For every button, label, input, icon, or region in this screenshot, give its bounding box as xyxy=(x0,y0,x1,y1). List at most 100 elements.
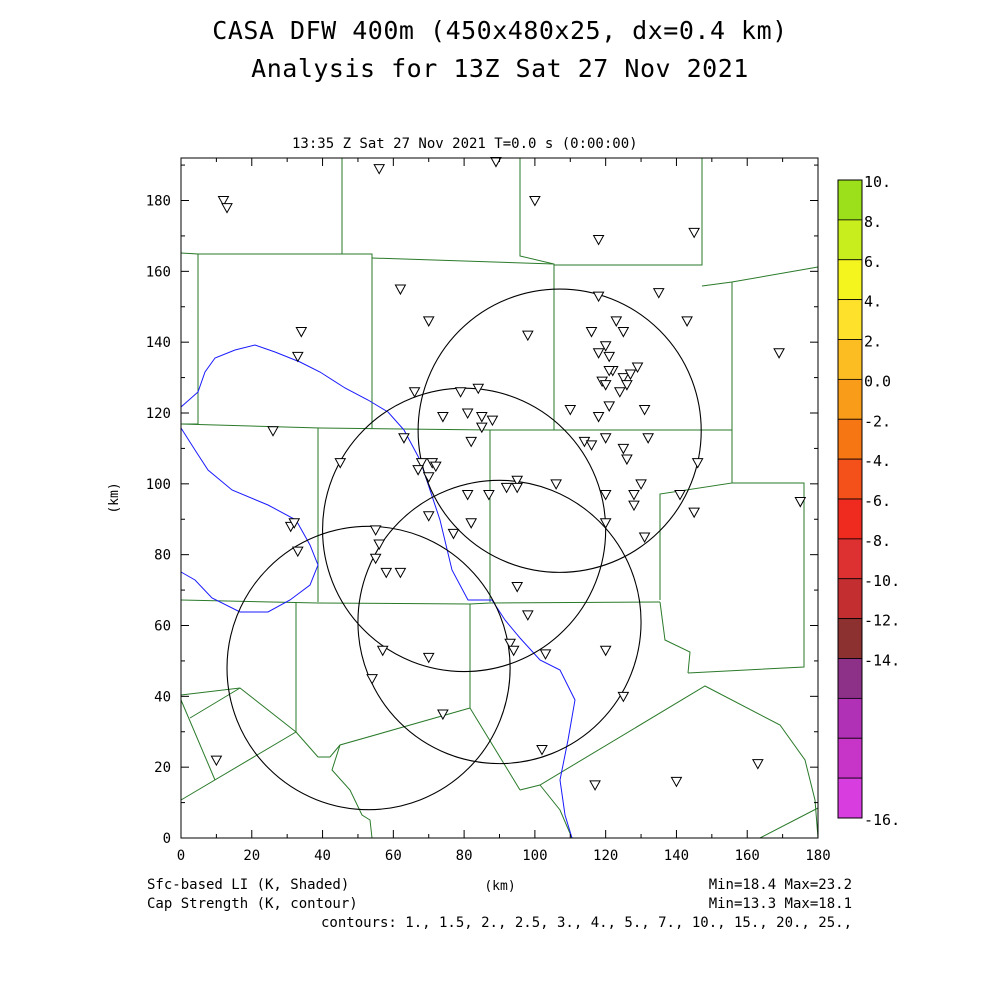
water-features xyxy=(180,344,576,839)
station-marker xyxy=(511,475,524,487)
station-marker xyxy=(751,759,764,770)
y-tick-label: 100 xyxy=(146,477,171,493)
colorbar-swatch xyxy=(837,339,863,380)
colorbar-label: -6. xyxy=(864,492,891,510)
surface-stations xyxy=(210,157,807,791)
county-line xyxy=(180,699,216,781)
colorbar-label: -10. xyxy=(864,572,900,590)
colorbar-label: -14. xyxy=(864,652,900,670)
x-tick-label: 120 xyxy=(593,848,618,864)
station-marker xyxy=(500,482,513,494)
station-marker xyxy=(688,227,700,239)
station-marker xyxy=(621,380,633,391)
radar-range-rings xyxy=(226,288,702,811)
station-marker xyxy=(592,348,605,359)
county-line xyxy=(701,266,819,287)
x-tick-label: 20 xyxy=(243,848,260,864)
station-marker xyxy=(429,461,442,473)
station-marker xyxy=(794,497,807,508)
colorbar-swatch xyxy=(837,458,863,500)
station-marker xyxy=(394,567,407,579)
radar-ring xyxy=(357,479,642,765)
station-marker xyxy=(475,422,488,434)
y-axis-label: (km) xyxy=(107,482,122,513)
station-marker xyxy=(394,284,407,296)
county-line xyxy=(539,784,573,839)
station-marker xyxy=(221,203,233,214)
axes: 0 20 40 60 80 100 120 140 160 180 0 20 40 60 80 100 120 1… xyxy=(146,158,831,864)
station-marker xyxy=(422,316,435,327)
colorbar-swatch xyxy=(837,259,863,301)
chart-subtitle: Analysis for 13Z Sat 27 Nov 2021 xyxy=(251,54,749,83)
station-marker xyxy=(688,507,700,519)
colorbar-swatch xyxy=(837,618,863,659)
station-marker xyxy=(599,518,612,529)
station-marker xyxy=(631,362,644,373)
station-marker xyxy=(210,755,223,767)
station-marker xyxy=(638,532,651,543)
station-marker xyxy=(486,415,499,427)
station-marker xyxy=(539,649,552,660)
colorbar-label: 8. xyxy=(864,213,882,231)
station-marker xyxy=(422,472,435,483)
y-tick-label: 160 xyxy=(146,264,171,280)
y-tick-label: 0 xyxy=(163,831,171,847)
radar-ring xyxy=(417,288,702,573)
station-marker xyxy=(564,404,577,416)
station-marker xyxy=(642,433,654,444)
station-marker xyxy=(592,234,605,246)
station-marker xyxy=(465,436,478,448)
colorbar-label: -16. xyxy=(864,811,900,829)
colorbar-label: -8. xyxy=(864,532,891,550)
station-marker xyxy=(681,316,693,327)
station-marker xyxy=(217,196,230,207)
station-marker xyxy=(437,412,449,423)
county-line xyxy=(180,603,297,734)
y-tick-label: 60 xyxy=(154,619,171,635)
station-marker xyxy=(529,196,541,207)
county-line xyxy=(180,731,297,801)
x-axis-label: (km) xyxy=(484,879,515,894)
county-boundaries xyxy=(180,158,819,839)
county-line xyxy=(371,257,555,265)
colorbar-swatch xyxy=(837,777,863,819)
colorbar-swatch xyxy=(837,658,863,699)
station-marker xyxy=(652,288,665,299)
station-marker xyxy=(585,440,598,451)
station-marker xyxy=(376,645,389,657)
station-marker xyxy=(635,479,647,490)
station-marker xyxy=(610,316,623,327)
county-line xyxy=(759,807,819,839)
x-tick-label: 140 xyxy=(664,848,689,864)
x-tick-label: 40 xyxy=(314,848,331,864)
x-tick-label: 0 xyxy=(177,848,185,864)
station-marker xyxy=(536,744,548,756)
y-tick-label: 80 xyxy=(154,548,171,564)
station-marker xyxy=(461,408,474,420)
station-marker xyxy=(475,412,488,423)
colorbar-swatch xyxy=(837,498,863,540)
county-line xyxy=(295,707,471,758)
station-marker xyxy=(599,433,612,444)
station-marker xyxy=(617,691,630,703)
colorbar-swatch xyxy=(837,737,863,779)
footer-contours: contours: 1., 1.5, 2., 2.5, 3., 4., 5., … xyxy=(320,915,852,931)
station-marker xyxy=(603,351,616,363)
valid-time-label: 13:35 Z Sat 27 Nov 2021 T=0.0 s (0:00:00… xyxy=(292,136,638,152)
station-marker xyxy=(461,489,474,501)
colorbar-label: 2. xyxy=(864,333,882,351)
station-marker xyxy=(585,327,598,338)
river-line xyxy=(180,427,319,613)
station-marker xyxy=(511,582,524,593)
station-marker xyxy=(617,327,630,338)
county-line xyxy=(519,158,555,430)
station-marker xyxy=(617,443,630,455)
footer-cap-minmax: Min=13.3 Max=18.1 xyxy=(708,896,852,912)
colorbar: 10. 8. 6. 4. 2. 0.0 -2. -4. -6. -8. -10. -12. -14. -1… xyxy=(837,173,900,829)
station-marker xyxy=(291,546,304,558)
station-marker xyxy=(599,645,612,657)
colorbar-swatch xyxy=(837,219,863,261)
station-marker xyxy=(592,412,605,423)
station-marker xyxy=(369,525,382,536)
